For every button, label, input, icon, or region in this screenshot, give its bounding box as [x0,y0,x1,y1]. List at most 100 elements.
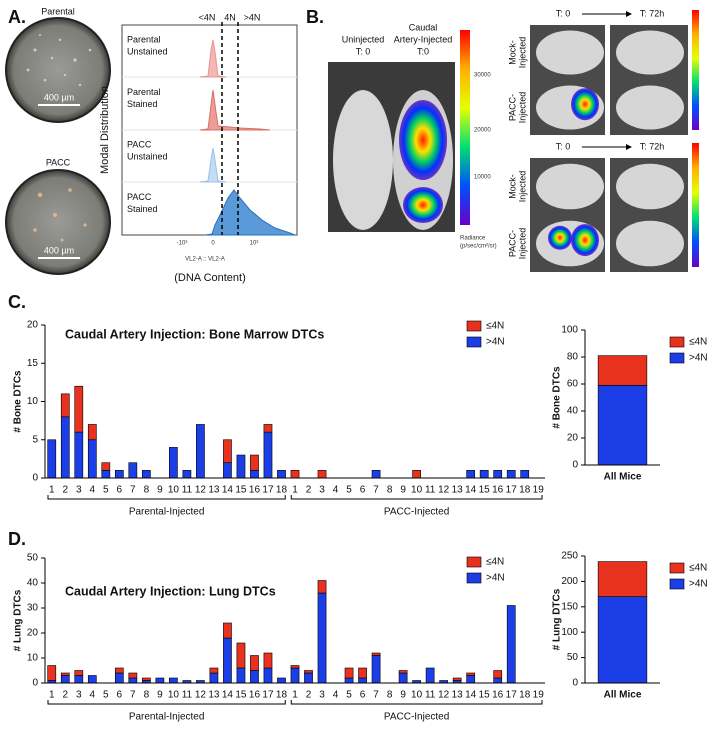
x-tick-label: 1 [49,690,55,701]
bar-segment [493,677,503,684]
colorbar-label: Radiance [460,236,486,242]
x-tick-label: 8 [144,690,150,701]
panel-label: B. [306,7,324,27]
scale-label: 400 µm [44,92,74,102]
x-tick-label: 4 [333,690,339,701]
group-label: PACC-Injected [384,712,449,723]
bar-segment [223,439,232,464]
mouse [536,30,604,75]
y-axis-label: # Lung DTCs [13,589,24,651]
x-tick-label: 7 [130,485,136,496]
x-tick-label: 4 [333,485,339,496]
bar-segment [74,385,84,433]
x-tick-label: 14 [465,690,477,701]
x-tick-label: -10³ [177,241,188,247]
x-tick-label: 8 [387,485,393,496]
bar-segment [169,447,178,479]
bar-segment [597,385,648,466]
bar-segment [344,667,354,679]
legend-label: ≤4N [689,337,707,348]
micrograph [5,169,111,275]
x-tick-label: 14 [222,690,234,701]
y-tick-label: 100 [561,325,578,336]
group-bracket [47,495,286,500]
x-tick-label: 17 [506,690,518,701]
x-tick-label: 16 [492,690,504,701]
bar-segment [74,431,84,479]
x-tick-label: 8 [144,485,150,496]
time-arrow-head [626,11,632,17]
gate-label: 4N [224,12,236,22]
x-tick-label: 10 [411,485,423,496]
row-label: Injected [517,37,527,69]
cells [26,34,92,87]
x-tick-label: 13 [208,690,220,701]
x-tick-label: 1 [292,485,298,496]
signal [571,88,599,121]
bar-segment [412,470,421,479]
image-label: Uninjected [342,34,385,44]
panel-label: D. [8,529,26,549]
bar-segment [466,470,476,479]
bar-segment [60,672,70,676]
bar-segment [520,470,530,479]
group-label: PACC-Injected [384,507,449,518]
bar-segment [398,670,408,674]
bar-segment [290,667,300,684]
bar-segment [317,580,327,594]
bar-segment [425,667,435,684]
legend-label: >4N [486,573,505,584]
bar-segment [128,677,138,684]
y-tick-label: 30 [27,603,39,614]
bar-segment [60,416,70,479]
x-tick-label: 2 [62,485,68,496]
bar-segment [209,667,219,674]
x-tick-label: 16 [249,485,261,496]
bar-segment [128,462,138,479]
x-tick-label: 4 [90,485,96,496]
bar-segment [155,677,165,684]
row-label: Mock- [507,40,517,65]
bar-segment [344,677,354,684]
y-tick-label: 60 [567,379,579,390]
x-tick-label: 12 [195,690,207,701]
bar-segment [597,561,648,597]
y-axis-label: # Bone DTCs [552,366,563,429]
legend-label: ≤4N [689,563,707,574]
colorbar [692,10,699,130]
bar-segment [371,655,381,684]
legend-label: >4N [689,579,708,590]
colorbar-label: (p/sec/cm²/sr) [460,244,497,250]
time-label: T: 0 [556,8,571,18]
row-label: Stained [127,204,158,214]
legend-swatch [466,336,482,348]
x-tick-label: 12 [438,690,450,701]
bar-segment [114,672,124,684]
bar-segment [250,454,259,471]
x-tick-label: 2 [306,690,312,701]
y-tick-label: 50 [567,652,579,663]
row-label: PACC [127,192,152,202]
x-tick-label: 14 [465,485,477,496]
mouse [536,163,604,210]
x-tick-label: 5 [103,485,109,496]
y-tick-label: 0 [32,678,38,689]
x-tick-label: All Mice [604,472,642,483]
x-tick-label: 6 [360,485,366,496]
row-label: Mock- [507,174,517,199]
row-label: Parental [127,34,161,44]
chart-title: Caudal Artery Injection: Bone Marrow DTC… [65,327,324,341]
x-tick-label: 1 [49,485,55,496]
bar-segment [466,672,476,676]
y-tick-label: 5 [32,434,38,445]
bar-segment [317,592,327,684]
x-tick-label: 10³ [250,241,259,247]
y-tick-label: 40 [27,578,39,589]
bar-segment [371,652,381,656]
bar-segment [60,393,70,418]
micrograph [5,17,111,123]
y-tick-label: 40 [567,406,579,417]
x-tick-label: 6 [360,690,366,701]
x-tick-label: All Mice [604,690,642,701]
